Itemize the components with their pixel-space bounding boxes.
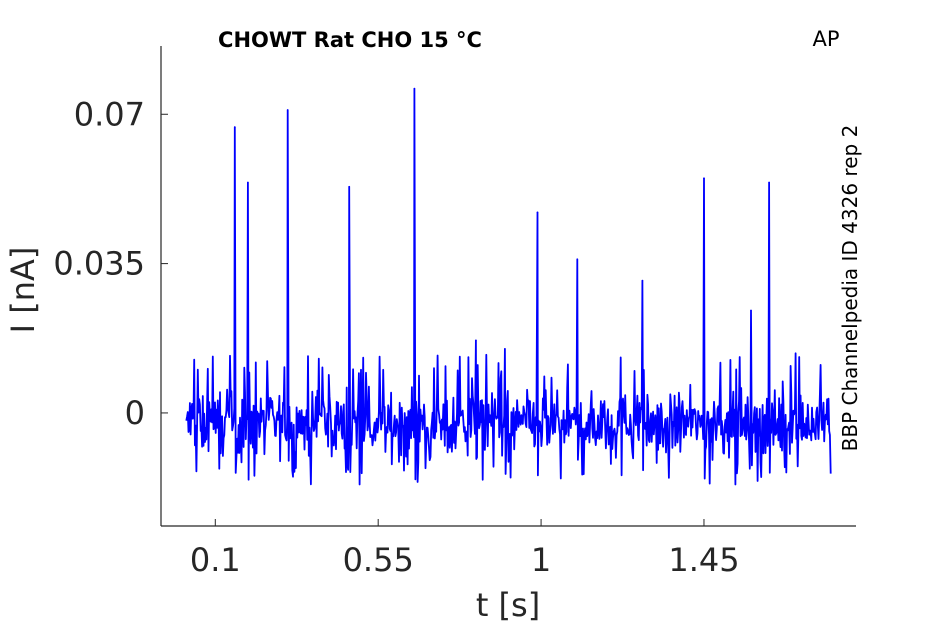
spike-peak-point [576, 258, 579, 261]
spike-peak-point [768, 181, 770, 184]
spike-peak-point [619, 356, 622, 359]
spike-peak-point [641, 279, 644, 282]
y-axis-label: I [nA] [4, 247, 42, 334]
spike-peak-point [536, 211, 539, 214]
y-tick-label: 0.035 [53, 245, 145, 283]
spike-peak-point [750, 309, 752, 312]
series-line [185, 87, 832, 486]
spike-peak-point [348, 186, 351, 188]
spike-peak-point [475, 339, 477, 342]
axes [160, 46, 856, 527]
x-tick-label: 1 [531, 541, 551, 579]
spike-peak-point [703, 177, 705, 180]
chart-title: CHOWT Rat CHO 15 °C [218, 28, 482, 52]
x-axis-label: t [s] [476, 586, 540, 624]
spike-peak-point [413, 87, 416, 90]
spike-peak-point [234, 126, 236, 128]
corner-label: AP [812, 27, 839, 51]
y-tick-label: 0 [125, 394, 145, 432]
x-tick-label: 0.55 [343, 541, 414, 579]
y-ticks: 0 0.035 0.07 [53, 95, 168, 432]
spike-peak-point [286, 109, 289, 111]
side-label: BBP Channelpedia ID 4326 rep 2 [838, 125, 862, 452]
y-tick-label: 0.07 [74, 95, 145, 133]
spike-peak-point [247, 181, 249, 184]
spike-peak-point [504, 348, 506, 350]
x-ticks: 0.1 0.55 1 1.45 [190, 519, 740, 579]
x-tick-label: 1.45 [668, 541, 739, 579]
x-tick-label: 0.1 [190, 541, 241, 579]
plot-area [185, 87, 832, 486]
